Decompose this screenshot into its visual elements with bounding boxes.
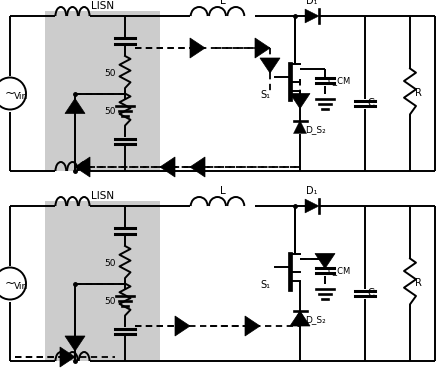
Polygon shape <box>290 311 310 326</box>
Text: Vin: Vin <box>14 92 28 101</box>
Text: D_S₂: D_S₂ <box>305 315 326 324</box>
Polygon shape <box>293 120 306 133</box>
Polygon shape <box>293 311 306 323</box>
Text: C: C <box>368 288 375 298</box>
Text: S₁: S₁ <box>260 91 270 101</box>
Polygon shape <box>60 347 75 367</box>
Text: 50: 50 <box>104 107 116 115</box>
Polygon shape <box>190 157 205 177</box>
Text: D_S₂: D_S₂ <box>305 125 326 134</box>
Text: S₁: S₁ <box>260 280 270 290</box>
Text: D₁: D₁ <box>306 0 318 6</box>
Polygon shape <box>260 58 280 73</box>
Polygon shape <box>160 157 175 177</box>
Bar <box>45 201 160 361</box>
Text: 50: 50 <box>104 259 116 268</box>
Text: L: L <box>220 186 226 196</box>
Text: C: C <box>368 99 375 109</box>
Bar <box>45 11 160 171</box>
Polygon shape <box>255 38 270 58</box>
Text: D₁: D₁ <box>306 186 318 196</box>
Polygon shape <box>65 336 85 351</box>
Text: R: R <box>415 88 422 99</box>
Text: ~: ~ <box>5 87 15 100</box>
Text: C_CM: C_CM <box>328 76 351 85</box>
Polygon shape <box>65 99 85 114</box>
Polygon shape <box>75 157 90 177</box>
Text: ~: ~ <box>5 277 15 290</box>
Polygon shape <box>290 93 310 109</box>
Polygon shape <box>305 199 319 213</box>
Text: 50: 50 <box>104 69 116 78</box>
Polygon shape <box>190 38 205 58</box>
Polygon shape <box>315 253 335 269</box>
Text: LISN: LISN <box>91 191 114 201</box>
Polygon shape <box>245 316 260 336</box>
Text: 50: 50 <box>104 296 116 306</box>
Text: L: L <box>220 0 226 6</box>
Text: LISN: LISN <box>91 1 114 11</box>
Polygon shape <box>175 316 190 336</box>
Text: Vin: Vin <box>14 282 28 291</box>
Text: R: R <box>415 279 422 288</box>
Polygon shape <box>305 9 319 23</box>
Text: C_CM: C_CM <box>328 266 351 275</box>
